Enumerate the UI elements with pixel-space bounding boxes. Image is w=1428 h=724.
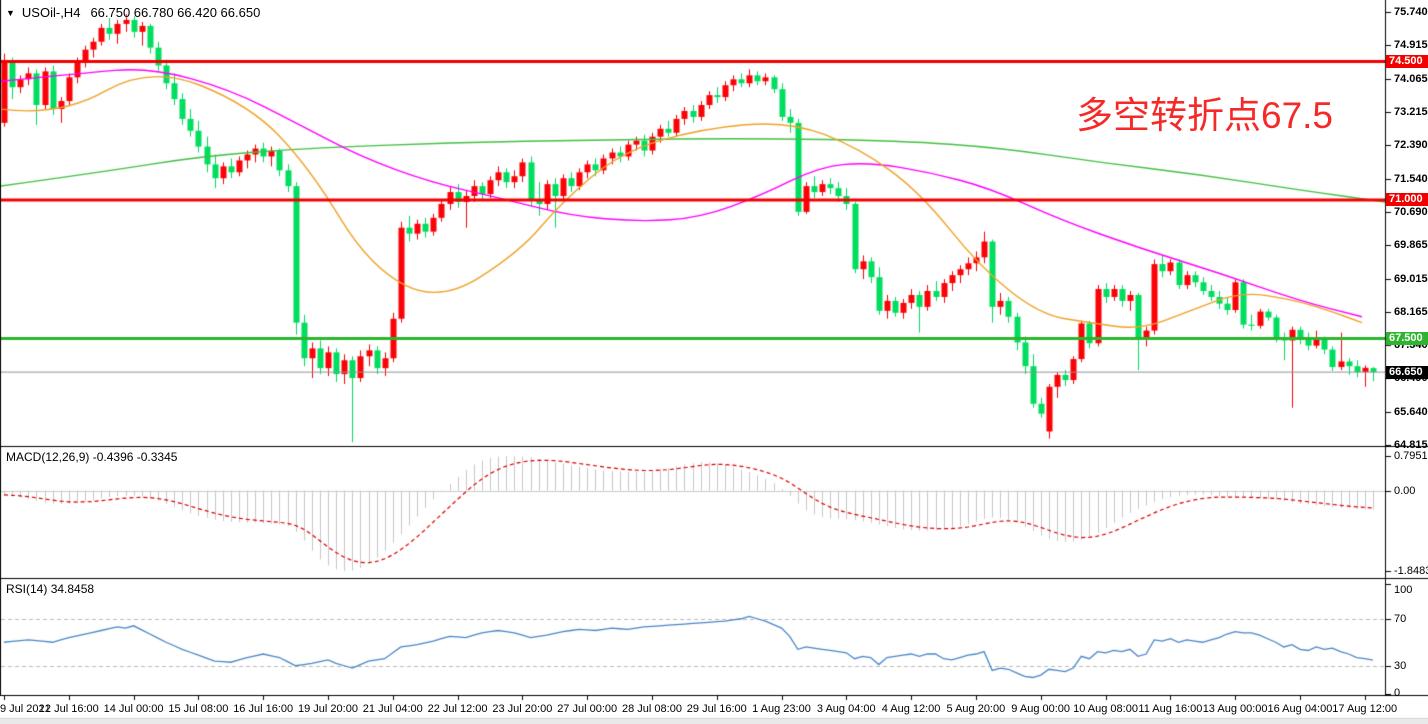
price-axis-label: 75.740: [1394, 6, 1428, 19]
time-axis-label: 16 Aug 04:00: [1267, 703, 1333, 715]
time-axis-label: 17 Aug 12:00: [1332, 703, 1398, 715]
macd-scale-label: 0.7951: [1394, 450, 1428, 462]
time-axis-label: 12 Jul 16:00: [38, 703, 99, 715]
time-axis-label: 14 Jul 00:00: [103, 703, 164, 715]
time-axis-label: 19 Jul 20:00: [298, 703, 358, 715]
annotation-text[interactable]: 多空转折点67.5: [1076, 95, 1334, 136]
ohlc-readout: 66.750 66.780 66.420 66.650: [90, 5, 261, 20]
symbol-dropdown-icon[interactable]: ▼: [6, 8, 15, 18]
macd-values: -0.4396 -0.3345: [92, 450, 178, 464]
time-axis-label: 3 Aug 04:00: [816, 703, 876, 715]
price-axis-label: 65.640: [1394, 406, 1428, 419]
rsi-indicator-label: RSI(14) 34.8458: [6, 582, 95, 596]
price-axis-label: 70.690: [1394, 206, 1428, 219]
rsi-scale-label: 70: [1394, 612, 1407, 625]
time-axis-label: 29 Jul 16:00: [686, 703, 747, 715]
price-line-badge-71000: 71.000: [1386, 193, 1428, 207]
time-axis-label: 22 Jul 12:00: [427, 703, 488, 715]
symbol-timeframe-label: USOil-,H4: [21, 5, 81, 20]
rsi-scale-label: 0: [1394, 687, 1401, 699]
time-axis-label: 23 Jul 20:00: [492, 703, 553, 715]
price-line-badge-66650: 66.650: [1386, 365, 1428, 379]
time-axis-label: 5 Aug 20:00: [946, 703, 1006, 715]
bottom-strip: [0, 719, 1428, 724]
time-axis-label: 11 Aug 16:00: [1138, 703, 1203, 715]
macd-scale-label: 0.00: [1394, 484, 1416, 497]
time-axis-label: 9 Jul 2021: [0, 703, 51, 715]
macd-indicator-label: MACD(12,26,9) -0.4396 -0.3345: [6, 450, 178, 464]
price-axis-label: 69.015: [1394, 272, 1428, 285]
time-axis-label: 27 Jul 00:00: [557, 703, 618, 715]
price-axis-label: 64.815: [1394, 438, 1428, 451]
time-axis-label: 28 Jul 08:00: [622, 703, 682, 715]
time-axis-label: 13 Aug 00:00: [1202, 703, 1268, 715]
price-axis-label: 74.065: [1394, 72, 1428, 85]
price-line-badge-74500: 74.500: [1386, 55, 1428, 68]
price-axis-label: 74.915: [1394, 39, 1428, 52]
time-axis-label: 21 Jul 04:00: [362, 703, 423, 715]
price-axis-label: 68.165: [1394, 306, 1428, 319]
time-axis-label: 10 Aug 08:00: [1073, 703, 1138, 715]
rsi-scale-label: 100: [1394, 584, 1413, 596]
time-axis-label: 4 Aug 12:00: [881, 703, 941, 715]
rsi-scale-label: 30: [1394, 659, 1407, 672]
price-axis-label: 73.215: [1394, 106, 1428, 119]
price-axis-label: 71.540: [1394, 172, 1428, 185]
price-axis-label: 69.865: [1394, 238, 1428, 251]
price-line-badge-67500: 67.500: [1386, 331, 1428, 345]
time-axis-label: 16 Jul 16:00: [233, 703, 294, 715]
time-axis-label: 15 Jul 08:00: [168, 703, 229, 715]
symbol-title: ▼ USOil-,H4 66.750 66.780 66.420 66.650: [6, 5, 260, 20]
rsi-value: 34.8458: [50, 582, 95, 596]
macd-scale-label: -1.8483: [1394, 565, 1428, 577]
price-axis-label: 72.390: [1394, 138, 1428, 151]
time-axis-label: 9 Aug 00:00: [1011, 703, 1071, 715]
time-axis-label: 1 Aug 23:00: [752, 703, 811, 715]
